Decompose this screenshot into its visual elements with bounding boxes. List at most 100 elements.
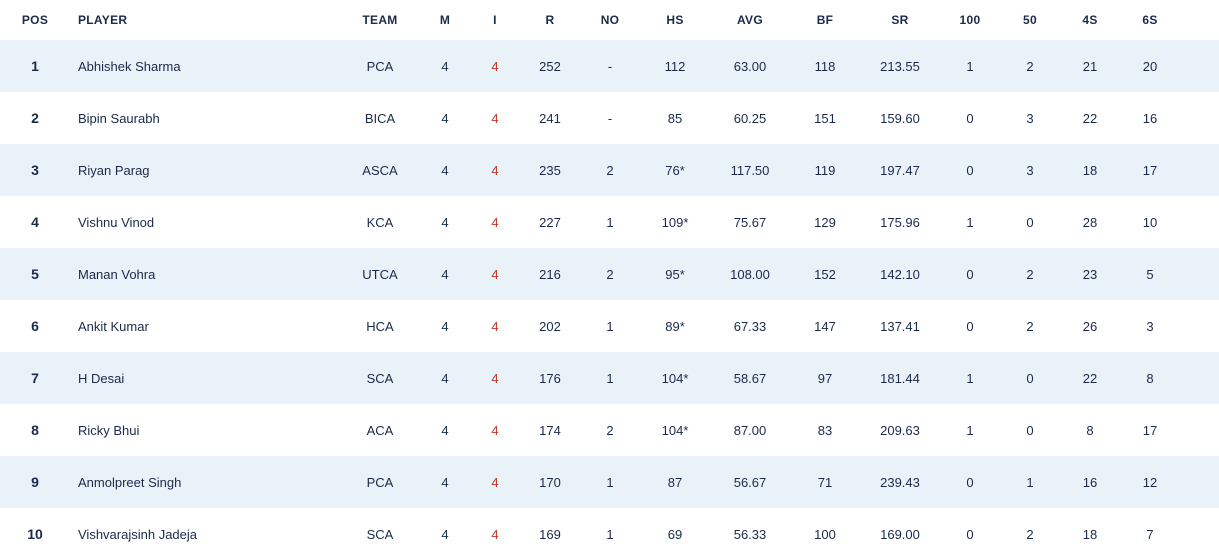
table-row[interactable]: 9Anmolpreet SinghPCA4417018756.6771239.4… [0, 456, 1219, 508]
team-cell: SCA [340, 371, 420, 386]
matches-cell: 4 [420, 59, 470, 74]
team-cell: SCA [340, 527, 420, 542]
matches-cell: 4 [420, 371, 470, 386]
sr-cell: 213.55 [860, 59, 940, 74]
player-name: Anmolpreet Singh [70, 475, 340, 490]
table-row[interactable]: 4Vishnu VinodKCA442271109*75.67129175.96… [0, 196, 1219, 248]
player-name: Ricky Bhui [70, 423, 340, 438]
ballsfaced-cell: 100 [790, 527, 860, 542]
sixes-cell: 17 [1120, 423, 1180, 438]
table-row[interactable]: 10Vishvarajsinh JadejaSCA4416916956.3310… [0, 508, 1219, 560]
sixes-cell: 20 [1120, 59, 1180, 74]
col-avg: AVG [710, 13, 790, 27]
runs-cell: 174 [520, 423, 580, 438]
hundreds-cell: 0 [940, 319, 1000, 334]
fifties-cell: 1 [1000, 475, 1060, 490]
runs-cell: 176 [520, 371, 580, 386]
pos-cell: 5 [0, 266, 70, 282]
fifties-cell: 3 [1000, 111, 1060, 126]
col-player: PLAYER [70, 13, 340, 27]
table-row[interactable]: 7H DesaiSCA441761104*58.6797181.4410228 [0, 352, 1219, 404]
notout-cell: 2 [580, 163, 640, 178]
hundreds-cell: 0 [940, 527, 1000, 542]
ballsfaced-cell: 97 [790, 371, 860, 386]
table-row[interactable]: 2Bipin SaurabhBICA44241-8560.25151159.60… [0, 92, 1219, 144]
highscore-cell: 76* [640, 163, 710, 178]
highscore-cell: 104* [640, 371, 710, 386]
ballsfaced-cell: 147 [790, 319, 860, 334]
pos-cell: 6 [0, 318, 70, 334]
runs-cell: 252 [520, 59, 580, 74]
player-name: Riyan Parag [70, 163, 340, 178]
sr-cell: 159.60 [860, 111, 940, 126]
innings-cell: 4 [470, 423, 520, 438]
pos-cell: 8 [0, 422, 70, 438]
matches-cell: 4 [420, 111, 470, 126]
innings-cell: 4 [470, 267, 520, 282]
table-row[interactable]: 1Abhishek SharmaPCA44252-11263.00118213.… [0, 40, 1219, 92]
avg-cell: 117.50 [710, 163, 790, 178]
matches-cell: 4 [420, 423, 470, 438]
fifties-cell: 2 [1000, 267, 1060, 282]
notout-cell: 2 [580, 423, 640, 438]
fifties-cell: 2 [1000, 59, 1060, 74]
notout-cell: 1 [580, 527, 640, 542]
table-row[interactable]: 6Ankit KumarHCA44202189*67.33147137.4102… [0, 300, 1219, 352]
fours-cell: 16 [1060, 475, 1120, 490]
runs-cell: 227 [520, 215, 580, 230]
hundreds-cell: 0 [940, 267, 1000, 282]
notout-cell: 1 [580, 319, 640, 334]
avg-cell: 67.33 [710, 319, 790, 334]
runs-cell: 241 [520, 111, 580, 126]
col-sr: SR [860, 13, 940, 27]
table-row[interactable]: 5Manan VohraUTCA44216295*108.00152142.10… [0, 248, 1219, 300]
hundreds-cell: 1 [940, 59, 1000, 74]
table-row[interactable]: 3Riyan ParagASCA44235276*117.50119197.47… [0, 144, 1219, 196]
player-name: Vishnu Vinod [70, 215, 340, 230]
innings-cell: 4 [470, 371, 520, 386]
pos-cell: 9 [0, 474, 70, 490]
notout-cell: - [580, 59, 640, 74]
fours-cell: 18 [1060, 163, 1120, 178]
highscore-cell: 69 [640, 527, 710, 542]
pos-cell: 10 [0, 526, 70, 542]
team-cell: ACA [340, 423, 420, 438]
highscore-cell: 109* [640, 215, 710, 230]
player-name: Manan Vohra [70, 267, 340, 282]
fifties-cell: 3 [1000, 163, 1060, 178]
hundreds-cell: 1 [940, 423, 1000, 438]
hundreds-cell: 0 [940, 163, 1000, 178]
col-i: I [470, 13, 520, 27]
table-row[interactable]: 8Ricky BhuiACA441742104*87.0083209.63108… [0, 404, 1219, 456]
matches-cell: 4 [420, 319, 470, 334]
ballsfaced-cell: 118 [790, 59, 860, 74]
sixes-cell: 3 [1120, 319, 1180, 334]
fours-cell: 22 [1060, 371, 1120, 386]
sr-cell: 209.63 [860, 423, 940, 438]
col-team: TEAM [340, 13, 420, 27]
highscore-cell: 87 [640, 475, 710, 490]
runs-cell: 216 [520, 267, 580, 282]
matches-cell: 4 [420, 215, 470, 230]
notout-cell: 2 [580, 267, 640, 282]
ballsfaced-cell: 152 [790, 267, 860, 282]
col-50: 50 [1000, 13, 1060, 27]
team-cell: PCA [340, 475, 420, 490]
fifties-cell: 2 [1000, 527, 1060, 542]
sixes-cell: 7 [1120, 527, 1180, 542]
fifties-cell: 0 [1000, 215, 1060, 230]
stats-table: POS PLAYER TEAM M I R NO HS AVG BF SR 10… [0, 0, 1219, 560]
avg-cell: 87.00 [710, 423, 790, 438]
sr-cell: 142.10 [860, 267, 940, 282]
ballsfaced-cell: 71 [790, 475, 860, 490]
col-4s: 4S [1060, 13, 1120, 27]
pos-cell: 2 [0, 110, 70, 126]
fifties-cell: 0 [1000, 371, 1060, 386]
notout-cell: 1 [580, 371, 640, 386]
ballsfaced-cell: 129 [790, 215, 860, 230]
fifties-cell: 2 [1000, 319, 1060, 334]
team-cell: HCA [340, 319, 420, 334]
team-cell: KCA [340, 215, 420, 230]
table-header-row: POS PLAYER TEAM M I R NO HS AVG BF SR 10… [0, 0, 1219, 40]
pos-cell: 3 [0, 162, 70, 178]
